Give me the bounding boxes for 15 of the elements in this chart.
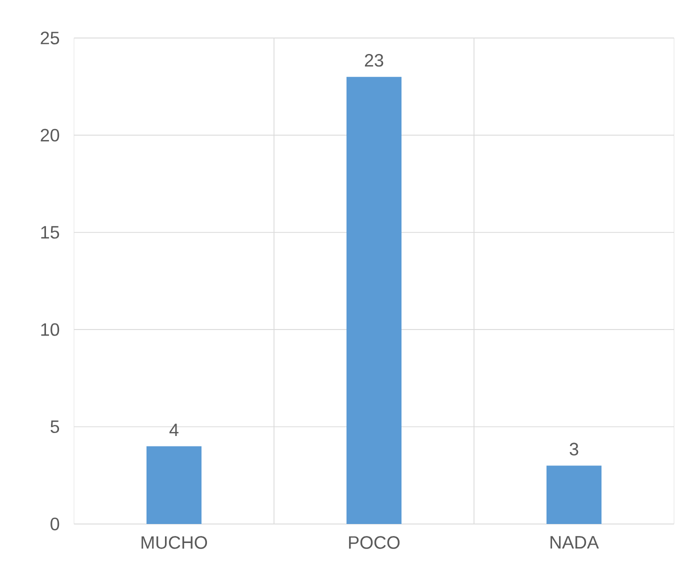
bar bbox=[146, 446, 202, 524]
data-label: 3 bbox=[570, 442, 578, 456]
x-tick-label: POCO bbox=[349, 536, 400, 549]
x-tick-label: NADA bbox=[550, 536, 599, 548]
bar bbox=[546, 466, 602, 524]
y-tick-label: 5 bbox=[50, 420, 60, 434]
y-tick-label: 0 bbox=[50, 518, 60, 530]
data-label: 23 bbox=[364, 54, 384, 67]
y-tick-label: 15 bbox=[41, 226, 60, 239]
data-label: 4 bbox=[169, 424, 178, 436]
y-tick-label: 20 bbox=[40, 128, 60, 142]
y-tick-label: 25 bbox=[40, 32, 60, 44]
y-tick-label: 10 bbox=[41, 323, 60, 336]
x-tick-label: MUCHO bbox=[142, 536, 208, 549]
bar bbox=[346, 76, 402, 524]
